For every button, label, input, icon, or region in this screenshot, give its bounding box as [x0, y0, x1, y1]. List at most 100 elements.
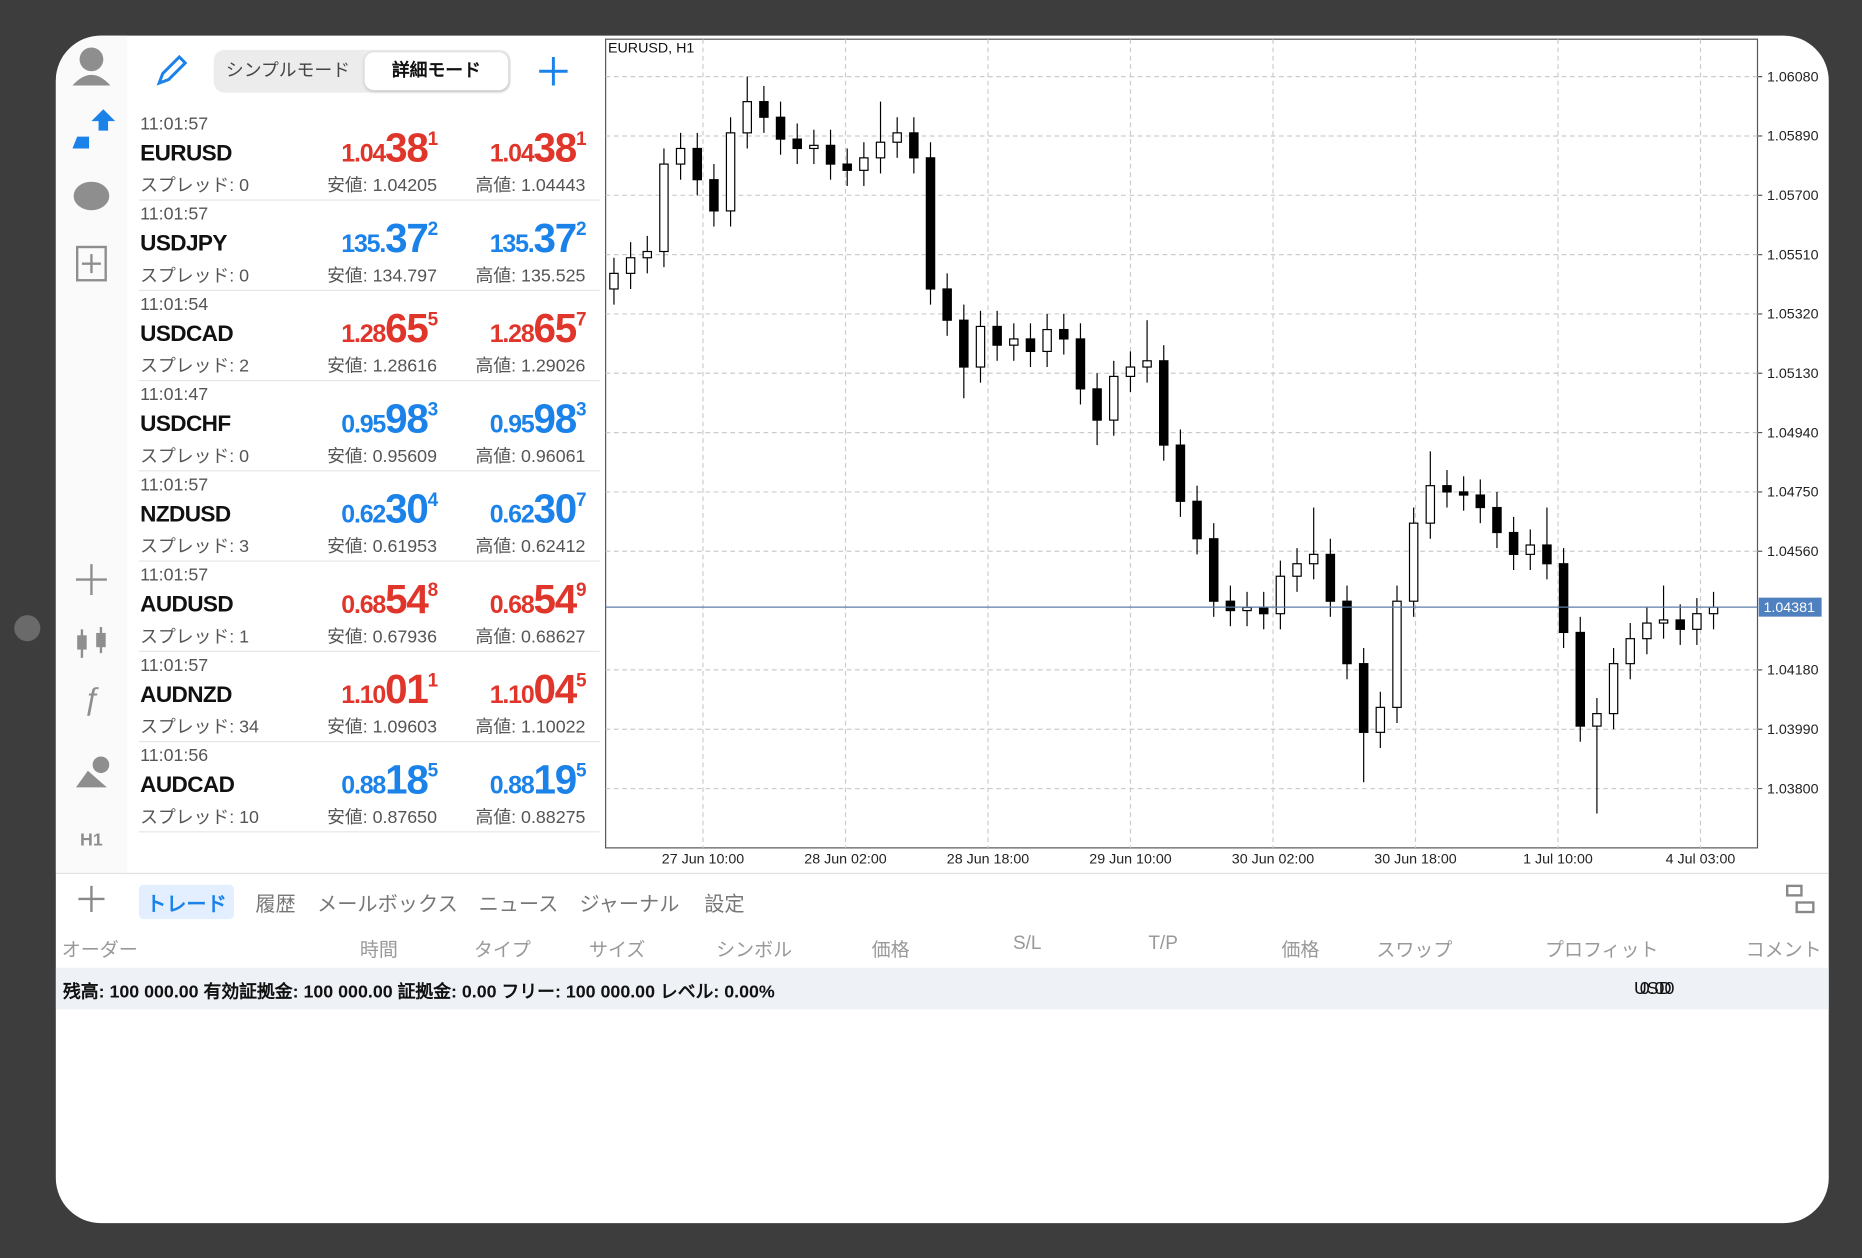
candle-body — [1508, 531, 1519, 555]
price-part: 65 — [533, 306, 578, 352]
terminal-tab[interactable]: ジャーナル — [579, 893, 680, 916]
timeframe[interactable]: H1 — [80, 830, 103, 850]
quote-row[interactable]: 11:01:57 AUDNZD スプレッド: 34 安値: 1.09603 高値: 1.… — [138, 651, 600, 743]
price-part: 0.62 — [489, 501, 535, 529]
candle-body — [825, 144, 836, 165]
quote-bid: 0.62304 — [341, 487, 438, 533]
quote-time: 11:01:54 — [140, 294, 209, 315]
quote-row[interactable]: 11:01:57 EURUSD スプレッド: 0 安値: 1.04205 高値: 1.0… — [138, 109, 600, 201]
candle-body — [1109, 375, 1119, 421]
icon-indicators[interactable]: ƒ — [83, 681, 100, 716]
quote-low: 安値: 134.797 — [327, 266, 437, 287]
current-price-label: 1.04381 — [1763, 600, 1815, 616]
price-part: 54 — [385, 577, 429, 623]
price-part: 1.10 — [341, 681, 386, 709]
price-part: 7 — [576, 309, 587, 331]
icon-objects[interactable] — [76, 770, 107, 788]
candle-body — [1009, 338, 1019, 346]
terminal-tab[interactable]: ニュース — [478, 893, 559, 916]
terminal-tab[interactable]: トレード — [138, 884, 234, 920]
candle-body — [1192, 500, 1202, 540]
price-part: 37 — [533, 216, 578, 262]
quote-symbol: EURUSD — [140, 141, 232, 167]
icon-new[interactable] — [76, 245, 107, 282]
candle-body — [1225, 600, 1236, 612]
quote-high: 高値: 1.10022 — [475, 717, 586, 738]
candle-body — [775, 116, 786, 140]
price-part: 0.95 — [341, 410, 386, 439]
price-part: 1.28 — [341, 320, 386, 348]
x-tick-label: 4 Jul 03:00 — [1666, 851, 1736, 867]
quote-ask: 1.28657 — [490, 306, 587, 352]
quote-time: 11:01:56 — [140, 745, 209, 766]
icon-trade[interactable] — [72, 109, 116, 149]
quote-spread: スプレッド: 1 — [140, 627, 250, 648]
mode-button[interactable]: 詳細モード — [364, 52, 509, 91]
column-header: プロフィット — [1544, 940, 1659, 961]
price-part: 1 — [427, 129, 439, 150]
icon-layout[interactable] — [1784, 882, 1817, 915]
icon-edit[interactable] — [153, 53, 189, 89]
quote-row[interactable]: 11:01:47 USDCHF スプレッド: 0 安値: 0.95609 高値: 0.9… — [138, 380, 600, 472]
quote-row[interactable]: 11:01:57 USDJPY スプレッド: 0 安値: 134.797 高値: 135… — [138, 200, 600, 291]
y-tick-label: 1.05130 — [1767, 366, 1819, 382]
quote-row[interactable]: 11:01:54 USDCAD スプレッド: 2 安値: 1.28616 高値: 1.2… — [138, 290, 600, 382]
price-part: 3 — [427, 400, 439, 421]
icon-add-order[interactable] — [75, 882, 108, 915]
quote-spread: スプレッド: 3 — [140, 536, 250, 557]
icon-account-body — [72, 74, 111, 86]
icon-candle — [77, 635, 87, 650]
quote-row[interactable]: 11:01:57 NZDUSD スプレッド: 3 安値: 0.61953 高値: 0.6… — [138, 470, 600, 562]
column-header: オーダー — [61, 940, 138, 961]
x-tick-label: 28 Jun 18:00 — [947, 851, 1029, 867]
candle-body — [659, 163, 669, 253]
price-part: 19 — [533, 757, 578, 803]
candle-body — [1125, 366, 1136, 377]
icon-crosshair[interactable] — [76, 564, 107, 595]
icon-add[interactable] — [537, 55, 570, 88]
quote-ask: 0.88195 — [490, 757, 587, 804]
candle-body — [1025, 338, 1036, 353]
quote-symbol: USDCAD — [140, 321, 234, 347]
candle-body — [909, 132, 919, 159]
candle-body — [859, 157, 869, 171]
terminal-tab[interactable]: メールボックス — [317, 893, 458, 916]
price-part: 54 — [533, 577, 578, 623]
quote-high: 高値: 135.525 — [475, 266, 586, 287]
price-part: 2 — [576, 219, 587, 240]
price-part: 37 — [385, 216, 429, 262]
price-part: 98 — [533, 396, 578, 442]
candle-body — [1258, 606, 1269, 615]
candle-body — [1592, 713, 1602, 727]
icon-account[interactable] — [79, 47, 104, 72]
quote-row[interactable]: 11:01:56 AUDCAD スプレッド: 10 安値: 0.87650 高値: 0.… — [138, 741, 600, 833]
candle-body — [1475, 494, 1486, 509]
home-dot — [14, 615, 41, 642]
y-tick-label: 1.04180 — [1767, 663, 1819, 679]
quote-time: 11:01:57 — [140, 655, 209, 676]
quote-row[interactable]: 11:01:57 AUDUSD スプレッド: 1 安値: 0.67936 高値: 0.6… — [138, 561, 600, 652]
terminal-tab[interactable]: 設定 — [704, 893, 745, 916]
candle-body — [1325, 553, 1336, 602]
quote-low: 安値: 1.09603 — [327, 717, 437, 738]
candle-body — [1425, 485, 1436, 524]
candle-body — [1408, 522, 1419, 602]
candle-body — [1442, 485, 1452, 493]
quote-symbol: NZDUSD — [140, 502, 231, 528]
price-part: 1.04 — [341, 140, 386, 168]
quote-low: 安値: 0.95609 — [327, 446, 437, 467]
y-tick-label: 1.04560 — [1767, 544, 1819, 560]
quote-low: 安値: 0.61953 — [327, 536, 437, 557]
quote-high: 高値: 1.29026 — [475, 356, 586, 377]
icon-candle — [96, 632, 106, 648]
account-row: 残高: 100 000.00 有効証拠金: 100 000.00 証拠金: 0.… — [55, 967, 1829, 1010]
terminal-tab[interactable]: 履歴 — [255, 893, 296, 916]
quote-low: 安値: 0.87650 — [327, 807, 437, 828]
icon-chat[interactable] — [73, 181, 110, 211]
quote-spread: スプレッド: 0 — [140, 266, 250, 287]
candle-body — [992, 325, 1002, 346]
mode-button[interactable]: シンプルモード — [225, 60, 351, 81]
candle-body — [1558, 563, 1569, 634]
quote-spread: スプレッド: 10 — [140, 807, 259, 828]
